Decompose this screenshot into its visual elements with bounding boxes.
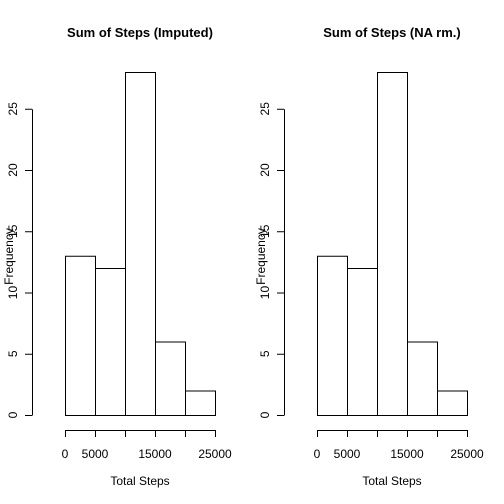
- y-tick-label: 10: [6, 286, 20, 300]
- y-tick-label: 10: [258, 286, 272, 300]
- x-axis-label: Total Steps: [110, 474, 169, 488]
- y-tick-label: 0: [258, 411, 272, 418]
- x-tick-label: 15000: [390, 447, 424, 461]
- y-tick-label: 25: [6, 102, 20, 116]
- histogram-bar: [155, 341, 186, 416]
- x-tick-label: 5000: [82, 447, 109, 461]
- histogram-bar: [95, 268, 126, 416]
- chart-title: Sum of Steps (Imputed): [67, 25, 213, 40]
- chart-title: Sum of Steps (NA rm.): [323, 25, 460, 40]
- histogram-bar: [317, 255, 348, 416]
- histogram-bar: [347, 268, 378, 416]
- y-tick-label: 0: [6, 411, 20, 418]
- y-tick-label: 25: [258, 102, 272, 116]
- y-tick-label: 15: [6, 224, 20, 238]
- x-axis-label: Total Steps: [362, 474, 421, 488]
- y-axis-label: Frequency: [2, 228, 16, 285]
- histogram-bar: [437, 390, 468, 416]
- histogram-bar: [377, 72, 408, 416]
- y-tick-label: 5: [258, 350, 272, 357]
- histogram-bar: [125, 72, 156, 416]
- y-axis-label: Frequency: [254, 228, 268, 285]
- y-tick-label: 20: [258, 163, 272, 177]
- x-tick-label: 5000: [334, 447, 361, 461]
- histogram-bar: [65, 255, 96, 416]
- y-tick-label: 15: [258, 224, 272, 238]
- histogram-bar: [407, 341, 438, 416]
- x-tick-label: 15000: [138, 447, 172, 461]
- histogram-bar: [185, 390, 216, 416]
- x-tick-label: 25000: [198, 447, 232, 461]
- x-tick-label: 0: [62, 447, 69, 461]
- x-tick-label: 25000: [450, 447, 484, 461]
- y-tick-label: 5: [6, 350, 20, 357]
- y-tick-label: 20: [6, 163, 20, 177]
- x-tick-label: 0: [314, 447, 321, 461]
